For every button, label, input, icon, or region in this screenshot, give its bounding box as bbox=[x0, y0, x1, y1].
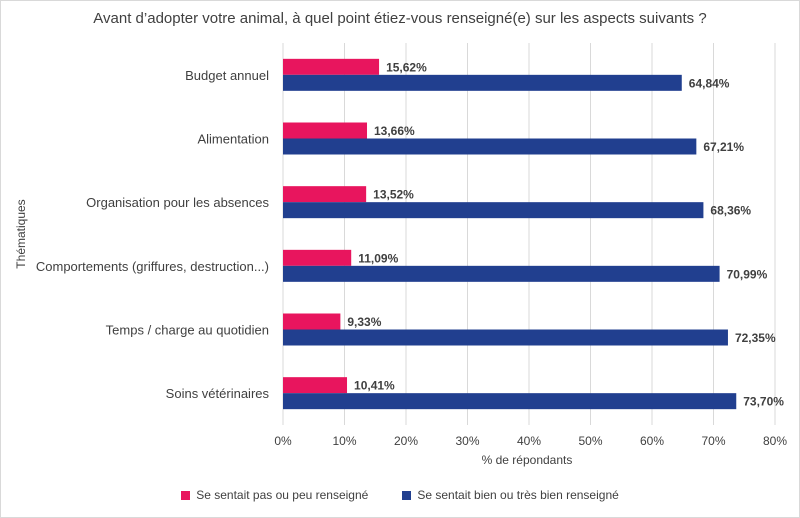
data-label: 9,33% bbox=[347, 315, 381, 329]
data-label: 70,99% bbox=[727, 267, 768, 281]
x-axis-title: % de répondants bbox=[482, 453, 573, 467]
legend-swatch-low bbox=[181, 490, 191, 500]
data-label: 64,84% bbox=[689, 76, 730, 90]
bar-high bbox=[283, 393, 737, 410]
category-label: Organisation pour les absences bbox=[86, 195, 269, 210]
legend: Se sentait pas ou peu renseigné Se senta… bbox=[0, 488, 800, 502]
category-label: Temps / charge au quotidien bbox=[106, 323, 269, 338]
legend-item-low: Se sentait pas ou peu renseigné bbox=[181, 488, 368, 502]
bar-low bbox=[283, 122, 368, 139]
bar-low bbox=[283, 377, 348, 394]
legend-swatch-high bbox=[402, 490, 412, 500]
x-tick-label: 50% bbox=[578, 434, 602, 448]
category-label: Comportements (griffures, destruction...… bbox=[36, 259, 269, 274]
category-label: Budget annuel bbox=[185, 68, 269, 83]
bar-high bbox=[283, 138, 697, 155]
data-label: 10,41% bbox=[354, 379, 395, 393]
data-label: 67,21% bbox=[703, 140, 744, 154]
x-tick-label: 40% bbox=[517, 434, 541, 448]
x-tick-label: 70% bbox=[701, 434, 725, 448]
category-label: Alimentation bbox=[197, 132, 269, 147]
legend-label-high: Se sentait bien ou très bien renseigné bbox=[417, 488, 619, 502]
x-tick-label: 20% bbox=[394, 434, 418, 448]
x-tick-label: 10% bbox=[332, 434, 356, 448]
bar-low bbox=[283, 186, 367, 203]
data-label: 13,52% bbox=[373, 188, 414, 202]
data-label: 11,09% bbox=[358, 251, 398, 265]
data-label: 68,36% bbox=[710, 204, 751, 218]
y-axis-title: Thématiques bbox=[14, 199, 28, 268]
data-label: 73,70% bbox=[743, 395, 784, 409]
category-label: Soins vétérinaires bbox=[166, 386, 270, 401]
bar-high bbox=[283, 265, 720, 282]
chart-title: Avant d’adopter votre animal, à quel poi… bbox=[93, 10, 707, 27]
bar-low bbox=[283, 249, 352, 266]
x-tick-label: 80% bbox=[763, 434, 787, 448]
legend-item-high: Se sentait bien ou très bien renseigné bbox=[402, 488, 619, 502]
bar-low bbox=[283, 58, 380, 75]
bar-high bbox=[283, 74, 682, 91]
bar-high bbox=[283, 202, 704, 219]
x-tick-label: 0% bbox=[274, 434, 292, 448]
x-tick-label: 30% bbox=[455, 434, 479, 448]
data-label: 72,35% bbox=[735, 331, 776, 345]
data-label: 13,66% bbox=[374, 124, 415, 138]
x-tick-label: 60% bbox=[640, 434, 664, 448]
bar-high bbox=[283, 329, 728, 346]
legend-label-low: Se sentait pas ou peu renseigné bbox=[196, 488, 369, 502]
bar-low bbox=[283, 313, 341, 330]
data-label: 15,62% bbox=[386, 60, 427, 74]
